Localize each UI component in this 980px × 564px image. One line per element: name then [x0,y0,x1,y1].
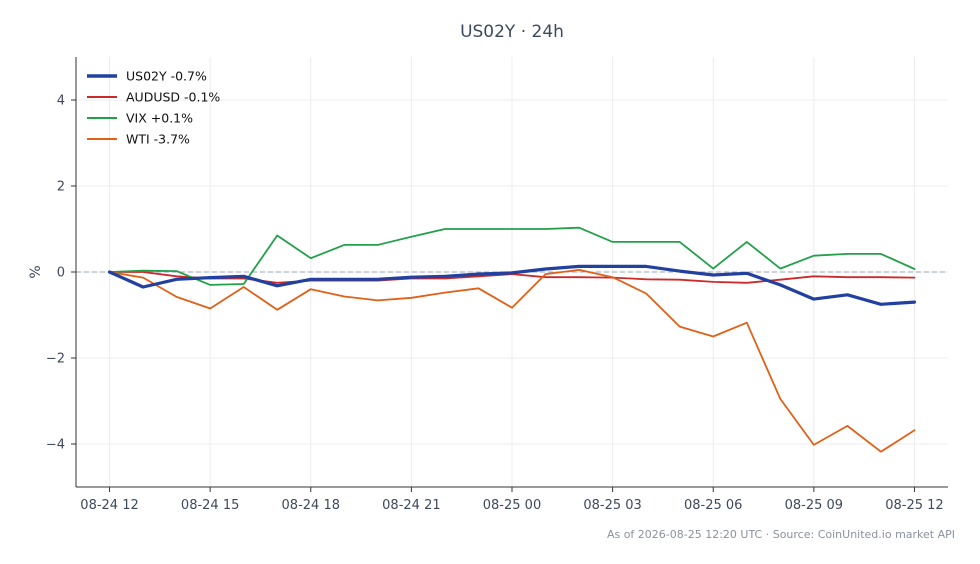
footer-source: As of 2026-08-25 12:20 UTC · Source: Coi… [607,528,955,541]
series-line-0 [107,264,917,306]
x-tick-label: 08-24 18 [282,498,340,513]
legend-label: US02Y -0.7% [126,69,207,84]
x-tick-label: 08-25 09 [785,498,843,513]
y-tick-label: −4 [46,438,65,453]
x-tick-label: 08-25 12 [885,498,943,513]
x-tick-label: 08-25 03 [583,498,641,513]
legend: US02Y -0.7% AUDUSD -0.1% VIX +0.1% WTI -3.7… [87,69,220,147]
chart-title: US02Y · 24h [460,22,564,42]
series [107,226,917,453]
y-tick-label: −2 [46,352,65,367]
series-line-2 [108,226,916,286]
x-tick-label: 08-24 21 [382,498,440,513]
y-tick-label: 4 [57,94,65,109]
x-tick-label: 08-24 12 [80,498,138,513]
x-tick-label: 08-25 00 [483,498,541,513]
x-axis-ticks: 08-24 12 08-24 15 08-24 18 08-24 21 08-25 00… [80,487,944,513]
series-line-3 [108,268,916,453]
y-tick-label: 2 [57,180,65,195]
y-axis-label: % [28,265,44,278]
x-tick-label: 08-25 06 [684,498,742,513]
y-tick-label: 0 [57,266,65,281]
legend-label: WTI -3.7% [126,132,190,147]
x-tick-label: 08-24 15 [181,498,239,513]
legend-label: VIX +0.1% [126,111,193,126]
y-axis-ticks: 4 2 0 −2 −4 [46,94,76,453]
legend-label: AUDUSD -0.1% [126,90,220,105]
